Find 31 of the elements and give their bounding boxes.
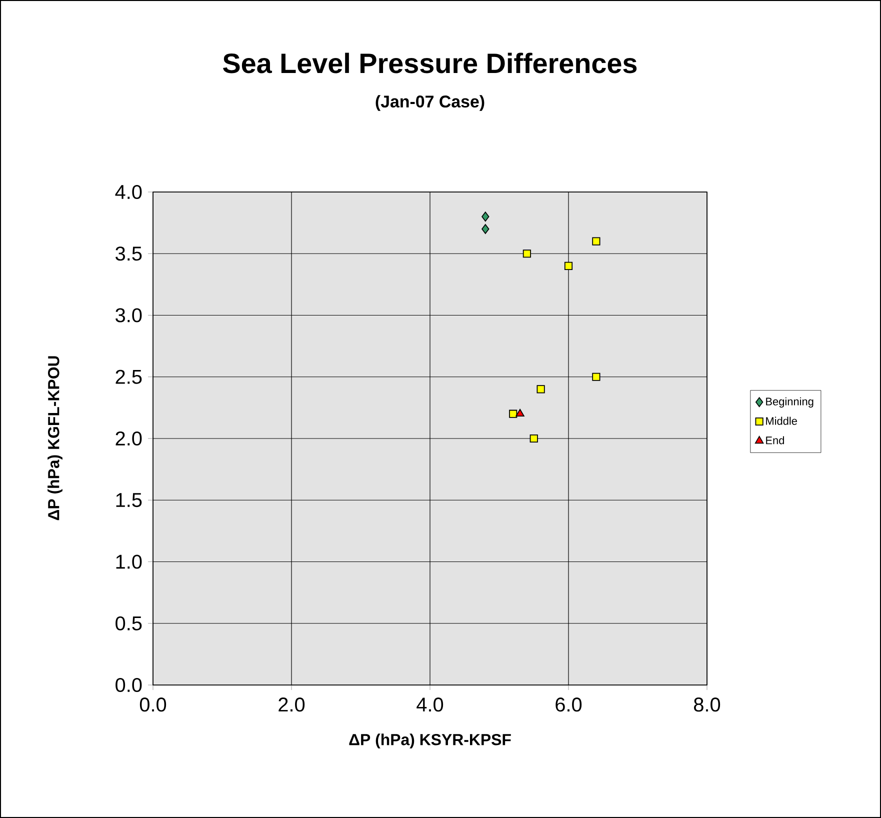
y-tick-label: 3.0 [116, 308, 142, 322]
y-tick-label: 4.0 [115, 184, 142, 200]
point [530, 434, 538, 443]
legend-label: Beginning [766, 397, 814, 408]
x-tick-label: 4.0 [416, 698, 444, 712]
point [564, 262, 573, 270]
legend-label: Middle [766, 416, 797, 425]
y-tick-label: 2.5 [116, 370, 142, 384]
x-axis-title: ΔP (hPa) KSYR-KPSF [349, 734, 511, 748]
point [536, 385, 545, 394]
x-tick-label: 8.0 [694, 698, 720, 712]
point [516, 408, 524, 417]
point [592, 372, 600, 381]
y-tick-label: 1.0 [116, 554, 142, 569]
point [482, 224, 490, 234]
point [592, 237, 600, 246]
x-tick-label: 2.0 [278, 698, 305, 712]
y-tick-label: 3.5 [116, 246, 142, 261]
x-tick-label: 0.0 [140, 698, 166, 712]
point [482, 212, 490, 222]
y-axis-title: ΔP (hPa) KGFL-KPOU [48, 356, 62, 520]
y-tick-label: 0.0 [116, 678, 142, 692]
chart-title: Sea Level Pressure Differences [223, 52, 637, 74]
x-tick-label: 6.0 [556, 698, 582, 712]
y-tick-label: 1.5 [116, 493, 142, 508]
y-tick-label: 0.5 [116, 616, 142, 630]
point [522, 250, 531, 258]
point [509, 410, 518, 418]
chart-subtitle: (Jan-07 Case) [376, 95, 484, 111]
y-tick-label: 2.0 [116, 431, 142, 446]
legend-label: End [766, 436, 784, 444]
